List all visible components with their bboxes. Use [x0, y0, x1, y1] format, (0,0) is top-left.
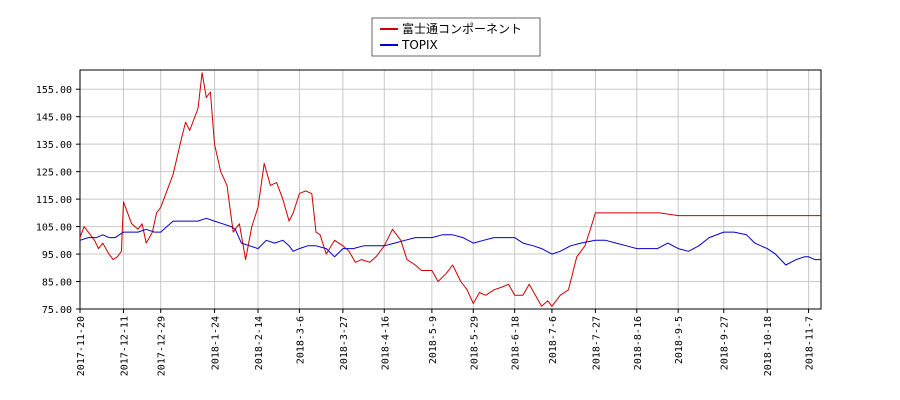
series-lines — [79, 72, 821, 307]
x-tick-label: 2017-11-20 — [76, 316, 87, 376]
x-tick-label: 2018-3-6 — [295, 316, 306, 364]
x-tick-label: 2018-4-16 — [380, 316, 391, 370]
legend-box — [371, 17, 541, 57]
x-tick-label: 2018-10-18 — [763, 316, 774, 376]
y-tick-label: 85.00 — [42, 278, 72, 289]
y-tick-label: 145.00 — [36, 113, 72, 124]
y-tick-label: 105.00 — [36, 223, 72, 234]
axes: 155.00 145.00 135.00 125.00 115.00 105.00 95.0… — [36, 85, 816, 376]
x-tick-label: 2018-5-29 — [469, 316, 480, 370]
x-tick-label: 2018-9-5 — [674, 316, 685, 364]
legend: 富士通コンポーネント TOPIX — [371, 17, 541, 57]
y-tick-label: 115.00 — [36, 195, 72, 206]
grid — [79, 70, 821, 310]
x-tick-label: 2018-11-7 — [805, 316, 816, 370]
x-tick-label: 2018-1-24 — [211, 316, 222, 370]
x-tick-label: 2018-7-6 — [548, 316, 559, 364]
y-tick-label: 95.00 — [42, 250, 72, 261]
x-tick-label: 2018-7-27 — [591, 316, 602, 370]
x-tick-label: 2018-2-14 — [254, 316, 265, 370]
x-tick-label: 2018-8-16 — [633, 316, 644, 370]
x-tick-label: 2018-3-27 — [339, 316, 350, 370]
y-tick-label: 155.00 — [36, 85, 72, 96]
x-tick-label: 2017-12-29 — [157, 316, 168, 376]
legend-label-fujitsu-component: 富士通コンポーネント — [402, 21, 522, 36]
plot-area — [79, 69, 822, 310]
y-tick-label: 125.00 — [36, 168, 72, 179]
y-tick-label: 135.00 — [36, 140, 72, 151]
x-tick-label: 2017-12-11 — [119, 316, 130, 376]
x-tick-label: 2018-5-9 — [428, 316, 439, 364]
x-tick-label: 2018-6-18 — [511, 316, 522, 370]
x-tick-label: 2018-9-27 — [720, 316, 731, 370]
legend-label-topix: TOPIX — [401, 38, 438, 52]
series-line-fujitsu-component — [79, 72, 821, 307]
y-tick-label: 75.00 — [42, 305, 72, 316]
series-line-topix — [79, 217, 821, 266]
